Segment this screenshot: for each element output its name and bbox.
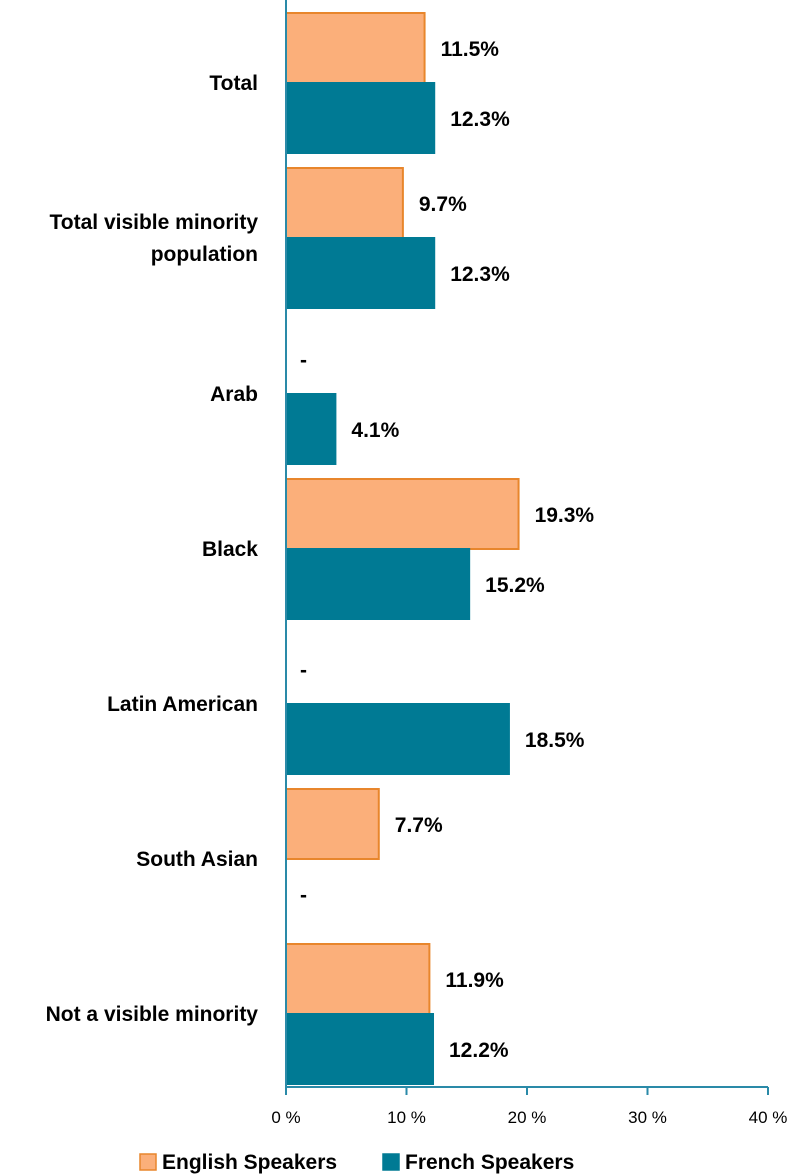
bar-english-speakers-total [285, 12, 426, 84]
category-label-line: population [151, 243, 258, 266]
bars-group [285, 12, 520, 1085]
bar-english-speakers-total-visible-minority-population [285, 167, 404, 239]
data-label-french-speakers-black: 15.2% [485, 574, 545, 597]
data-label-english-speakers-total: 11.5% [441, 38, 500, 61]
data-label-english-speakers-latin-american: - [300, 659, 307, 682]
category-label-line: Black [202, 538, 258, 561]
legend-label-french-speakers: French Speakers [405, 1151, 574, 1174]
category-label-line: Total [209, 72, 258, 95]
x-tick-label: 40 % [749, 1108, 788, 1127]
category-label-total: Total [209, 72, 258, 95]
data-label-english-speakers-black: 19.3% [535, 504, 595, 527]
data-label-english-speakers-total-visible-minority-population: 9.7% [419, 193, 467, 216]
x-tick-label: 20 % [508, 1108, 547, 1127]
bar-french-speakers-latin-american [285, 703, 510, 775]
data-label-english-speakers-south-asian: 7.7% [395, 814, 443, 837]
legend: English Speakers French Speakers [139, 1151, 574, 1174]
data-label-french-speakers-arab: 4.1% [351, 419, 399, 442]
category-label-total-visible-minority-population: Total visible minority population [50, 211, 259, 266]
bar-english-speakers-not-a-visible-minority [285, 943, 431, 1015]
category-label-not-a-visible-minority: Not a visible minority [46, 1003, 259, 1026]
category-label-black: Black [202, 538, 258, 561]
data-label-english-speakers-arab: - [300, 349, 307, 372]
category-label-latin-american: Latin American [107, 693, 258, 716]
data-label-english-speakers-not-a-visible-minority: 11.9% [445, 969, 504, 992]
bar-french-speakers-total [285, 82, 436, 154]
category-label-line: Latin American [107, 693, 258, 716]
value-labels-group: 11.5% 12.3% 9.7% 12.3% - 4.1% 19.3% 15.2% - 18.5%… [300, 38, 594, 1062]
bar-french-speakers-total-visible-minority-population [285, 237, 436, 309]
bar-french-speakers-not-a-visible-minority [285, 1013, 435, 1085]
legend-label-english-speakers: English Speakers [162, 1151, 337, 1174]
category-label-line: Arab [210, 383, 258, 406]
bar-french-speakers-black [285, 548, 471, 620]
axes-group: 0 % 10 % 20 % 30 % 40 % [271, 0, 787, 1127]
data-label-french-speakers-not-a-visible-minority: 12.2% [449, 1039, 509, 1062]
x-tick-label: 30 % [628, 1108, 667, 1127]
data-label-french-speakers-total-visible-minority-population: 12.3% [450, 263, 510, 286]
category-label-south-asian: South Asian [136, 848, 258, 871]
legend-swatch-english-speakers [139, 1153, 157, 1171]
legend-swatch-french-speakers [382, 1153, 400, 1171]
category-label-line: Not a visible minority [46, 1003, 259, 1026]
bar-english-speakers-black [285, 478, 520, 550]
data-label-french-speakers-south-asian: - [300, 884, 307, 907]
bar-french-speakers-arab [285, 393, 337, 465]
category-label-arab: Arab [210, 383, 258, 406]
category-label-line: South Asian [136, 848, 258, 871]
bar-english-speakers-south-asian [285, 788, 380, 860]
data-label-french-speakers-latin-american: 18.5% [525, 729, 585, 752]
category-label-line: Total visible minority [50, 211, 259, 234]
x-tick-label: 10 % [387, 1108, 426, 1127]
category-labels-group: Total Total visible minority population Ara… [46, 72, 259, 1026]
data-label-french-speakers-total: 12.3% [450, 108, 510, 131]
x-tick-label: 0 % [271, 1108, 300, 1127]
